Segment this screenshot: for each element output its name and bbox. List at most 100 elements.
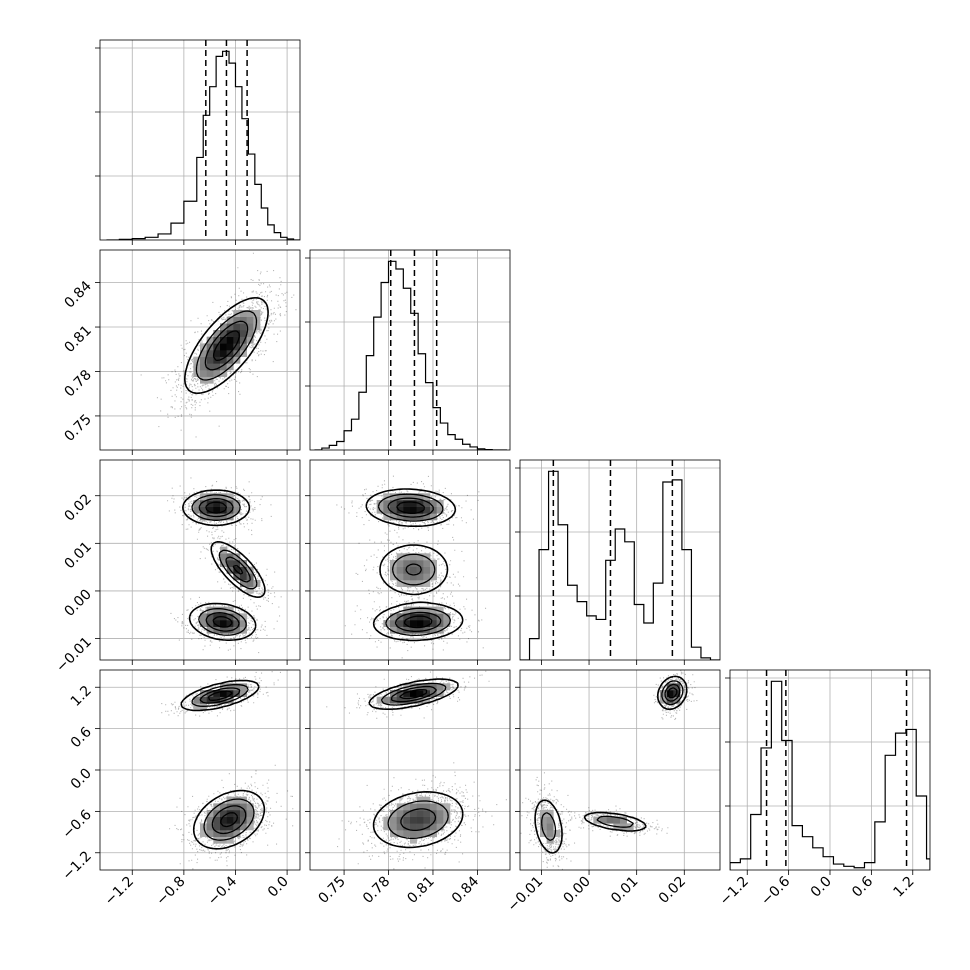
density-cell [416,823,424,831]
density-cell [246,823,254,831]
density-cell [226,513,234,521]
density-cell [233,796,241,804]
density-cell [206,620,214,627]
density-cell [410,830,417,837]
density-cell [430,606,437,614]
density-cell [443,683,451,691]
density-cell [436,683,444,691]
density-cell [200,506,207,514]
density-cell [383,493,391,501]
density-cell [396,580,404,587]
density-cell [213,336,221,344]
density-cell [233,683,241,691]
density-cell [390,573,397,581]
density-cell [416,803,424,811]
density-cell [416,620,424,627]
density-cell [403,506,411,514]
density-cell [430,513,437,521]
x-tick-label: 0.81 [404,874,437,907]
density-cell [403,830,411,837]
density-cell [410,580,417,587]
density-cell [193,506,201,514]
density-cell [383,823,391,831]
density-cell [240,336,247,344]
density-cell [200,500,207,507]
scatter-panel-0-1 [99,249,301,451]
density-cell [383,506,391,514]
density-cell [200,370,207,377]
density-cell [226,336,234,344]
density-cell [200,620,207,627]
scatter-panel-2-3 [519,669,721,871]
axes-labels: −1.2 −0.8 −0.4 0.0 0.75 0.78 0.81 0.84 −0.01 0.00… [53,240,918,915]
y-tick-label: 0.0 [68,766,95,793]
density-cell [220,513,227,521]
density-cell [396,626,404,634]
density-cell [430,620,437,627]
density-cell [436,823,444,831]
contour-line [377,493,452,637]
density-cell [443,803,451,811]
density-cell [546,816,554,824]
x-tick-label: −0.4 [205,873,240,908]
density-cell [416,573,424,581]
density-cell [246,580,254,587]
density-cell [220,343,227,351]
density-cell [423,613,431,621]
density-cell [193,500,201,507]
density-cell [200,690,207,697]
density-cell [423,560,431,567]
density-cell [423,803,431,811]
density-cell [600,816,607,824]
density-cell [403,620,411,627]
density-cell [403,823,411,831]
density-cell [220,356,227,364]
density-cell [220,626,227,634]
density-cell [213,350,221,357]
density-cell [416,566,424,574]
density-cell [226,690,234,697]
x-tick-label: 0.6 [849,873,876,900]
density-cell [240,690,247,697]
contour-line [180,679,266,850]
density-cell [613,816,621,824]
density-cell [410,803,417,811]
density-cell [436,506,444,514]
density-cell [403,816,411,824]
density-cell [396,823,404,831]
density-cell [390,823,397,831]
density-cell [246,316,254,324]
y-tick-label: 0.6 [68,724,95,751]
density-cell [253,310,261,317]
density-cell [233,506,241,514]
histogram-panel-3 [725,669,931,871]
density-cell [430,803,437,811]
density-cell [390,566,397,574]
density-cell [206,810,214,817]
density-cell [200,350,207,357]
density-cell [240,566,247,574]
density-cell [246,586,254,594]
density-cell [416,606,424,614]
density-cell [226,506,234,514]
density-cell [220,323,227,331]
contour-line [387,497,442,633]
density-cell [206,613,214,621]
density-cell [390,620,397,627]
density-cell [226,316,234,324]
y-tick-label: 1.2 [68,683,95,710]
density-cell [540,810,547,817]
density-cell [410,553,417,561]
panel-content [336,475,487,659]
density-cell [396,620,404,627]
density-cell [396,830,404,837]
density-cell [200,363,207,371]
y-tick-label: 0.75 [61,411,94,444]
density-cell [246,330,254,337]
density-cell [213,816,221,824]
density-cell [390,500,397,507]
density-cell [220,696,227,704]
density-cell [226,323,234,331]
y-tick-label: 0.01 [61,539,94,572]
density-cell [206,626,214,634]
